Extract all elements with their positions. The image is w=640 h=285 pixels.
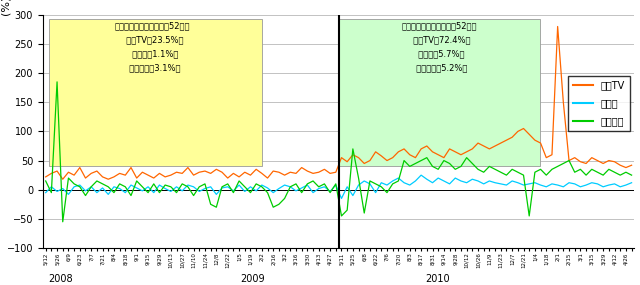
FancyBboxPatch shape [49, 19, 262, 166]
Text: エコポイント制度開始前52週間
  薄型TV：23.5%増
  冷蔵庫：1.1%減
  エアコン：3.1%増: エコポイント制度開始前52週間 薄型TV：23.5%増 冷蔵庫：1.1%減 エア… [115, 22, 190, 72]
Text: 2008: 2008 [48, 274, 72, 284]
Text: 2009: 2009 [240, 274, 264, 284]
Text: エコポイント制度開始後52週間
  薄型TV：72.4%増
  冷蔵庫：5.7%増
  エアコン：5.2%減: エコポイント制度開始後52週間 薄型TV：72.4%増 冷蔵庫：5.7%増 エア… [401, 22, 477, 72]
FancyBboxPatch shape [339, 19, 540, 166]
Y-axis label: (%): (%) [0, 0, 10, 15]
Legend: 薄型TV, 冷蔵庫, エアコン: 薄型TV, 冷蔵庫, エアコン [568, 76, 630, 131]
Text: 2010: 2010 [426, 274, 450, 284]
